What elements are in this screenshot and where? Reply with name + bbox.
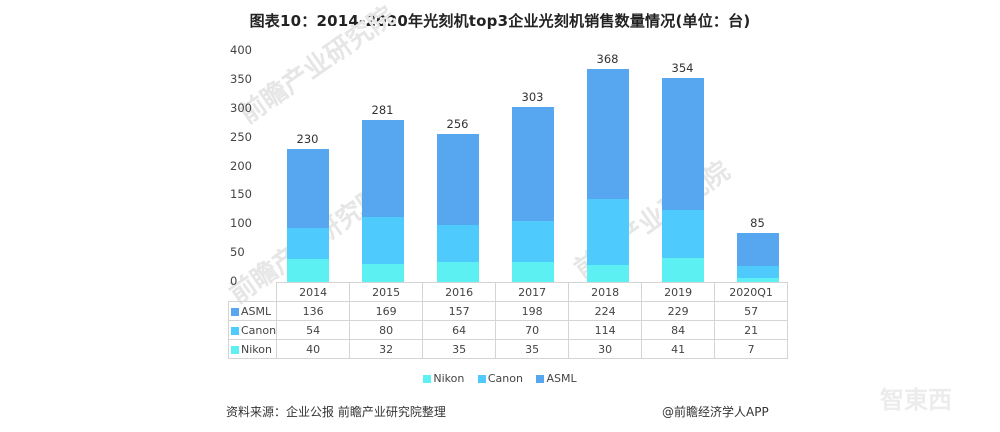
watermark: 智東西 — [880, 386, 952, 414]
bar-segment-canon — [436, 224, 479, 262]
bar-segment-asml — [736, 232, 779, 266]
y-tick-label: 0 — [230, 274, 238, 288]
category-label: 2019 — [641, 282, 716, 302]
asml-swatch-icon — [231, 307, 239, 316]
nikon-swatch-icon — [231, 345, 239, 354]
y-tick-label: 200 — [230, 158, 252, 173]
category-label: 2015 — [349, 282, 424, 302]
credit-note: @前瞻经济学人APP — [662, 405, 769, 419]
bar-stack — [511, 51, 554, 282]
bar-stack — [586, 51, 629, 282]
category-label: 2017 — [495, 282, 570, 302]
category-label: 2014 — [276, 282, 351, 302]
y-tick-label: 100 — [230, 216, 252, 231]
chart-title: 图表10：2014-2020年光刻机top3企业光刻机销售数量情况(单位：台) — [249, 12, 751, 30]
bar-segment-asml — [511, 107, 554, 222]
bar-segment-canon — [511, 221, 554, 262]
total-label: 303 — [521, 90, 544, 105]
bar-stack — [736, 51, 779, 282]
bar-segment-canon — [586, 198, 629, 265]
total-label: 368 — [596, 52, 619, 67]
bar-segment-canon — [286, 227, 329, 259]
bar-stack — [286, 51, 329, 282]
y-tick-label: 300 — [230, 100, 252, 115]
bar-segment-nikon — [436, 261, 479, 282]
bar-segment-nikon — [286, 258, 329, 282]
legend-item-canon: Canon — [477, 372, 523, 385]
bar-segment-asml — [286, 149, 329, 228]
bar-segment-nikon — [661, 258, 704, 282]
source-note: 资料来源：企业公报 前瞻产业研究院整理 — [226, 405, 446, 419]
bar-segment-asml — [586, 69, 629, 199]
y-tick-label: 250 — [230, 129, 252, 144]
data-table: 2014 2015 2016 2017 2018 2019 2020Q1 ASM… — [227, 282, 789, 359]
bar-segment-canon — [661, 209, 704, 259]
bar-segment-canon — [736, 265, 779, 278]
bar-stack — [436, 51, 479, 282]
legend: Nikon Canon ASML — [0, 372, 1000, 385]
category-label: 2016 — [422, 282, 497, 302]
y-tick-label: 150 — [230, 187, 252, 202]
bar-segment-nikon — [736, 277, 779, 282]
canon-swatch-icon — [231, 326, 239, 335]
plot-area: 230 281 256 303 368 354 85 — [270, 51, 795, 282]
category-label: 2018 — [568, 282, 643, 302]
y-tick-label: 350 — [230, 71, 252, 86]
table-row-nikon: Nikon 40 32 35 35 30 41 7 — [227, 339, 789, 359]
bar-segment-nikon — [361, 263, 404, 282]
legend-item-asml: ASML — [536, 372, 577, 385]
asml-swatch-icon — [536, 375, 545, 383]
total-label: 354 — [671, 60, 694, 75]
table-header-row: 2014 2015 2016 2017 2018 2019 2020Q1 — [228, 282, 789, 302]
bar-stack — [361, 51, 404, 282]
bar-segment-asml — [436, 134, 479, 225]
bar-stack — [661, 51, 704, 282]
table-row-canon: Canon 54 80 64 70 114 84 21 — [227, 320, 789, 340]
bar-segment-canon — [361, 217, 404, 264]
canon-swatch-icon — [477, 375, 486, 383]
bar-segment-nikon — [586, 264, 629, 282]
bar-segment-nikon — [511, 261, 554, 282]
legend-item-nikon: Nikon — [423, 372, 464, 385]
bar-segment-asml — [661, 77, 704, 210]
total-label: 230 — [296, 132, 319, 147]
total-label: 85 — [750, 215, 765, 230]
y-tick-label: 50 — [230, 245, 245, 260]
bar-segment-asml — [361, 119, 404, 218]
table-row-asml: ASML 136 169 157 198 224 229 57 — [227, 301, 789, 321]
category-label: 2020Q1 — [714, 282, 789, 302]
total-label: 281 — [371, 102, 394, 117]
nikon-swatch-icon — [423, 375, 432, 383]
y-tick-label: 400 — [230, 43, 252, 57]
total-label: 256 — [446, 117, 469, 132]
